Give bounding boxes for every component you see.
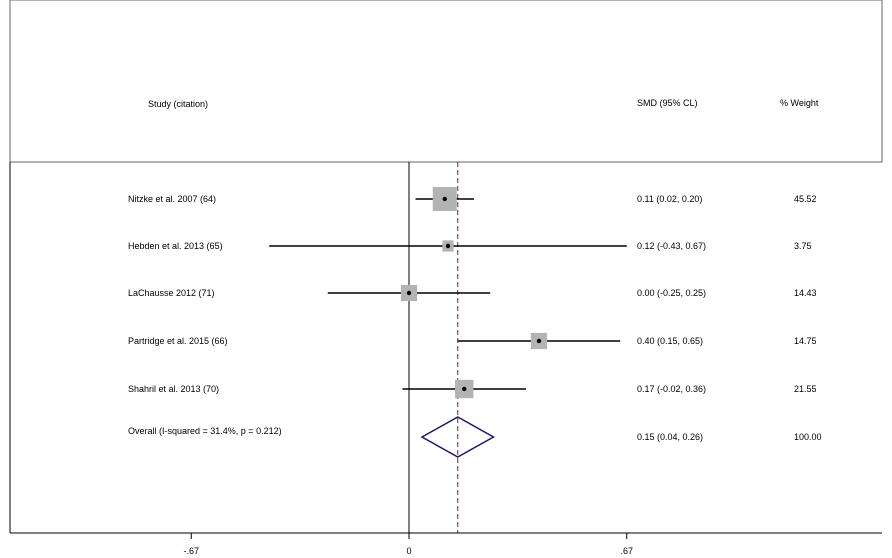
x-tick-label: -.67 <box>183 546 199 556</box>
point-estimate <box>536 338 542 344</box>
header-box <box>9 0 883 163</box>
study-label: Hebden et al. 2013 (65) <box>128 241 223 251</box>
plot-layer: Nitzke et al. 2007 (64) 0.11 (0.02, 0.20)… <box>128 162 822 556</box>
x-tick-label: .67 <box>620 546 633 556</box>
study-column-header: Study (citation) <box>148 99 208 109</box>
point-estimate <box>462 386 467 392</box>
point-estimate <box>442 196 447 202</box>
weight-value: 3.75 <box>794 241 812 251</box>
overall-smd-ci-value: 0.15 (0.04, 0.26) <box>637 432 703 442</box>
weight-value: 14.75 <box>794 336 817 346</box>
overall-label: Overall (I-squared = 31.4%, p = 0.212) <box>128 426 282 436</box>
study-label: LaChausse 2012 (71) <box>128 288 215 298</box>
overall-weight-value: 100.00 <box>794 432 822 442</box>
study-label: Partridge et al. 2015 (66) <box>128 336 228 346</box>
smd-ci-value: 0.12 (-0.43, 0.67) <box>637 241 706 251</box>
study-label: Nitzke et al. 2007 (64) <box>128 194 216 204</box>
smd-ci-value: 0.17 (-0.02, 0.36) <box>637 384 706 394</box>
weight-column-header: % Weight <box>780 98 819 108</box>
smd-ci-value: 0.40 (0.15, 0.65) <box>637 336 703 346</box>
point-estimate <box>406 290 412 296</box>
weight-value: 21.55 <box>794 384 817 394</box>
weight-value: 45.52 <box>794 194 817 204</box>
study-label: Shahril et al. 2013 (70) <box>128 384 219 394</box>
smd-ci-value: 0.00 (-0.25, 0.25) <box>637 288 706 298</box>
x-tick-label: 0 <box>406 546 411 556</box>
weight-value: 14.43 <box>794 288 817 298</box>
smd-ci-value: 0.11 (0.02, 0.20) <box>637 194 702 204</box>
smd-column-header: SMD (95% CL) <box>637 98 698 108</box>
point-estimate <box>445 243 451 249</box>
overall-diamond <box>420 416 496 458</box>
